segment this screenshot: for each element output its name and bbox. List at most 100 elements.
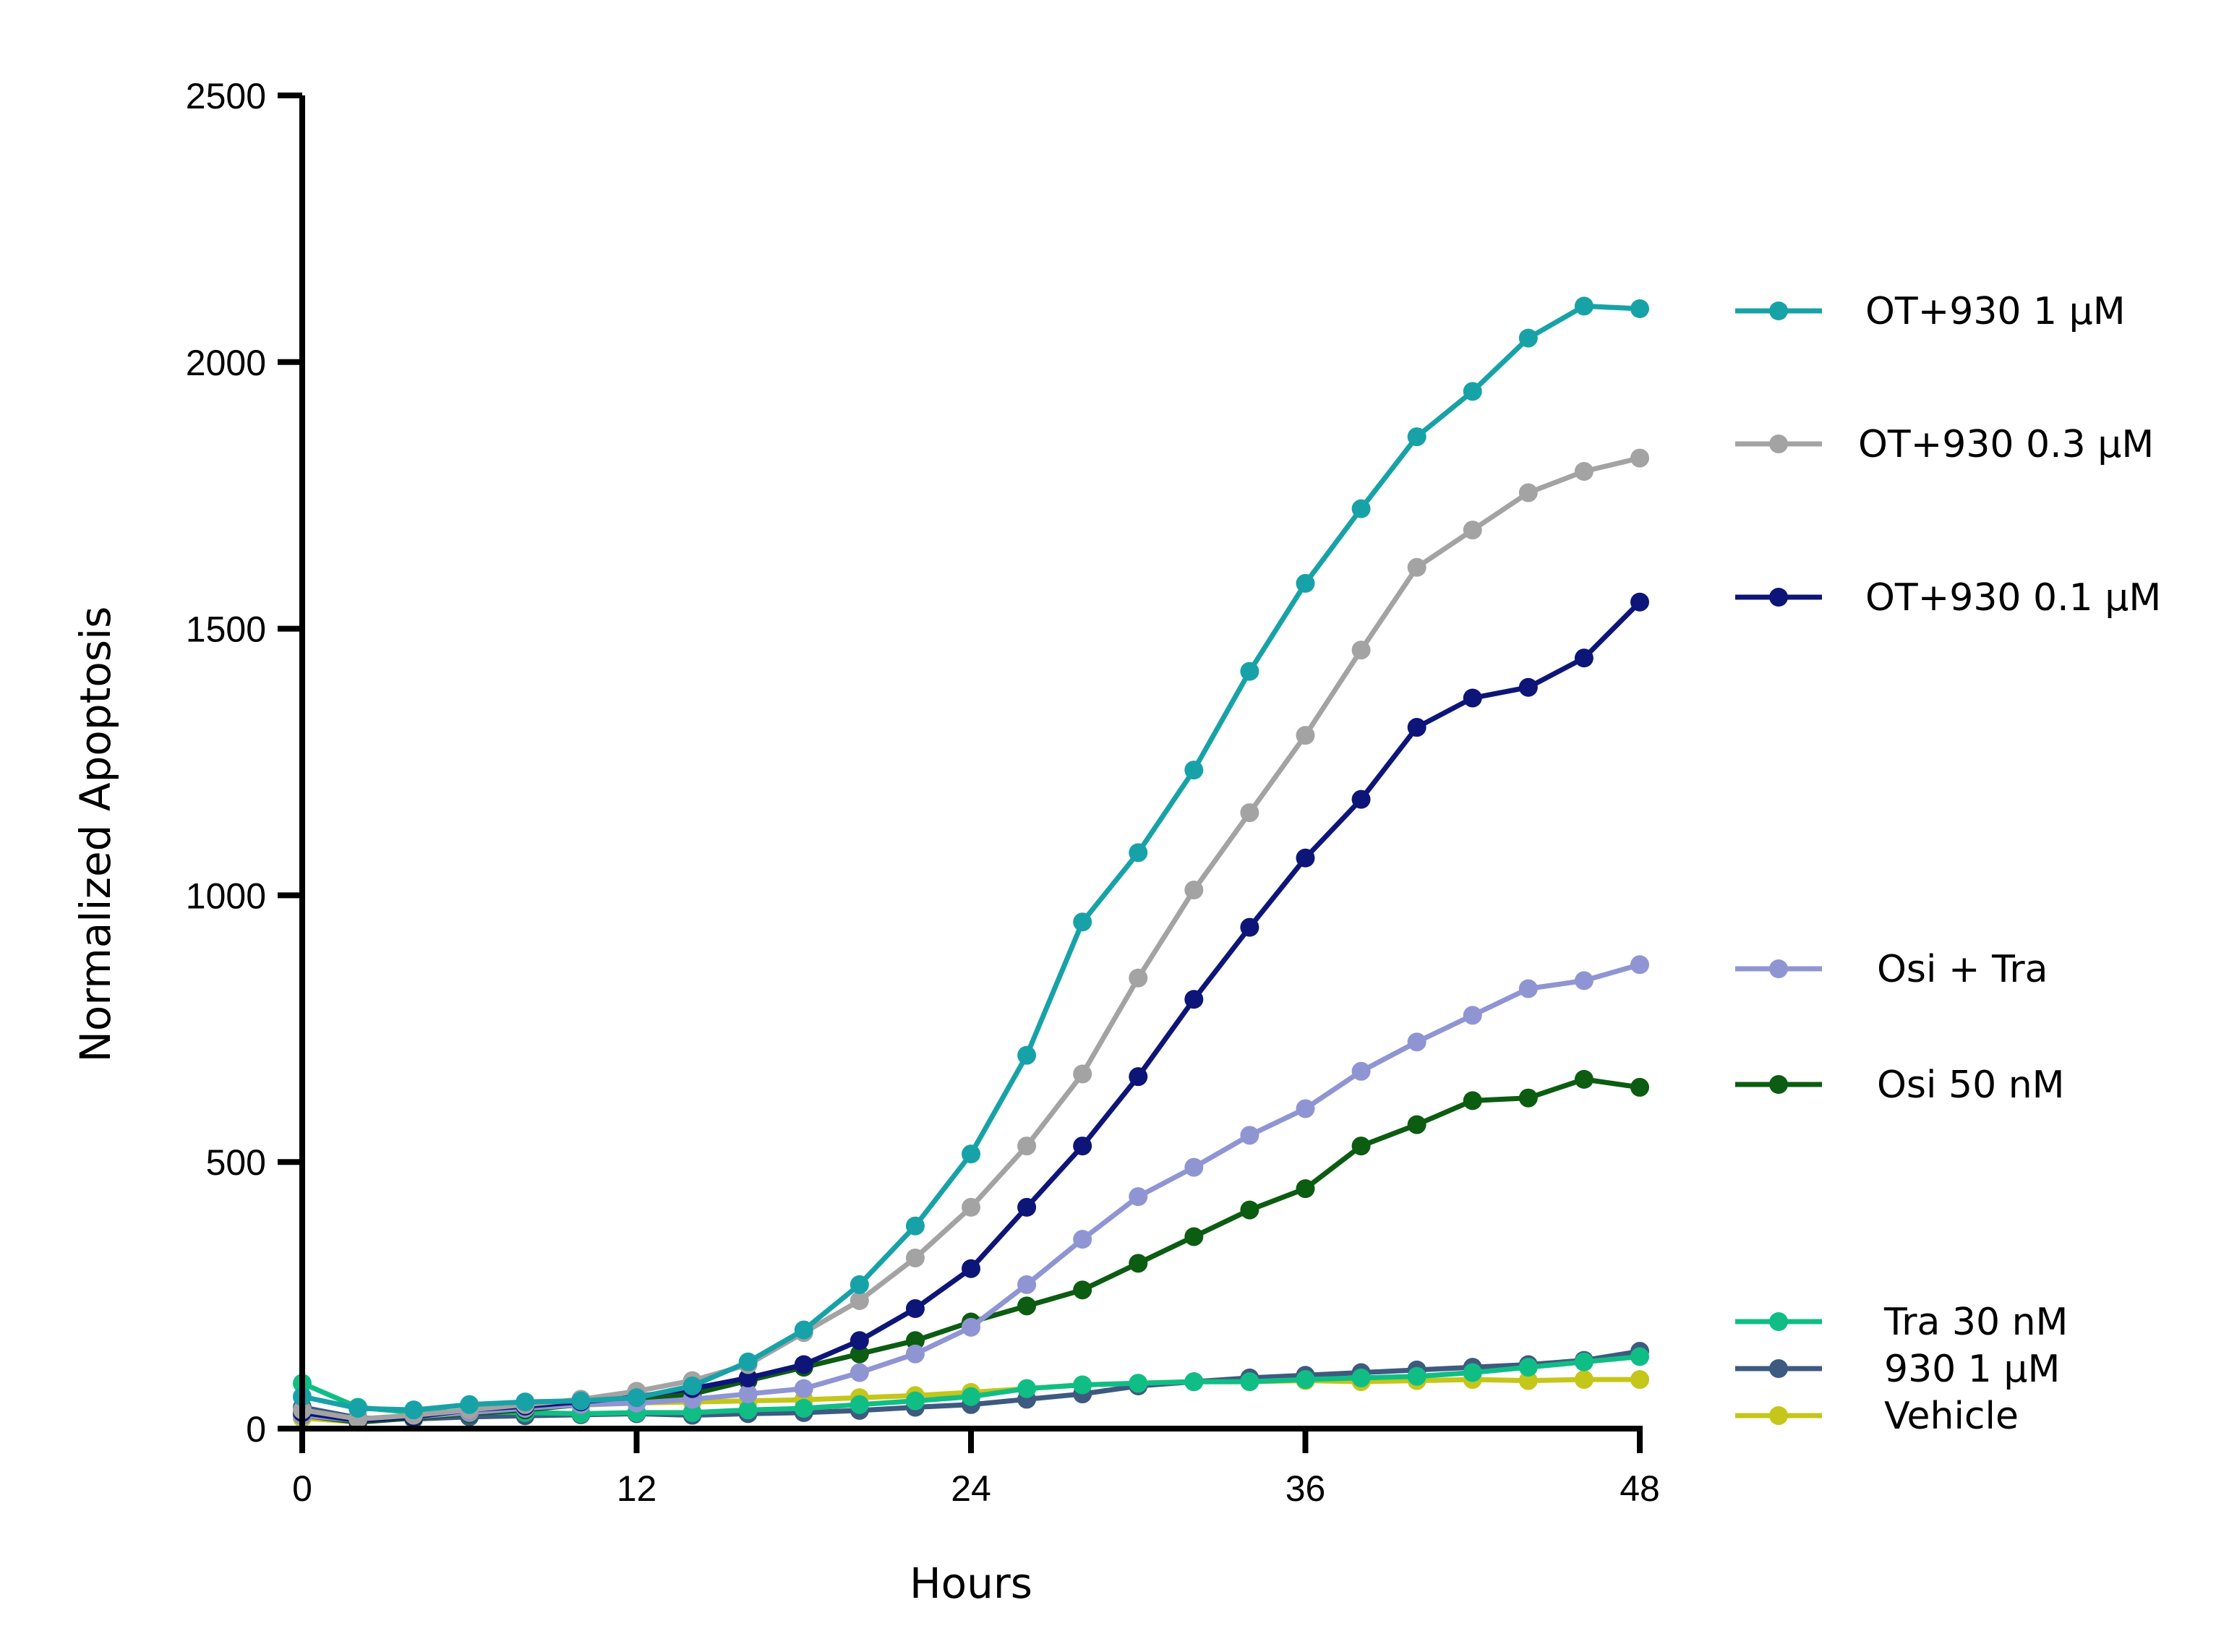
data-point xyxy=(1463,382,1482,401)
data-point xyxy=(1407,1366,1426,1386)
data-point xyxy=(1073,1137,1092,1156)
legend-item: OT+930 0.1 µM xyxy=(1735,576,2161,620)
data-point xyxy=(1129,1374,1148,1393)
data-point xyxy=(1073,1375,1092,1395)
data-point xyxy=(1630,1347,1649,1366)
data-point xyxy=(850,1363,869,1382)
x-tick-label: 36 xyxy=(1285,1468,1326,1509)
data-point xyxy=(1240,662,1259,681)
data-point xyxy=(1463,1091,1482,1110)
data-point xyxy=(1296,848,1315,868)
series-line xyxy=(301,303,1640,1413)
data-point xyxy=(794,1320,813,1340)
legend-swatch-marker xyxy=(1769,1312,1788,1331)
legend-item: Vehicle xyxy=(1735,1395,2019,1438)
data-point xyxy=(1240,1126,1259,1145)
x-tick-label: 24 xyxy=(951,1468,991,1509)
data-point xyxy=(1073,1280,1092,1300)
data-point xyxy=(1518,979,1538,998)
legend-swatch-marker xyxy=(1769,435,1788,453)
data-point xyxy=(1407,1032,1426,1052)
legend-swatch-marker xyxy=(1769,1359,1788,1378)
y-tick-label: 1000 xyxy=(186,876,266,916)
y-axis-title: Normalized Apoptosis xyxy=(71,607,120,1063)
data-point xyxy=(850,1395,869,1414)
series-line xyxy=(301,600,1642,1424)
data-point xyxy=(1463,688,1482,708)
data-point xyxy=(1184,881,1204,900)
data-point xyxy=(1574,971,1593,990)
legend: OT+930 1 µM OT+930 0.3 µM OT+930 0.1 µM Osi… xyxy=(1735,290,2161,1438)
data-point xyxy=(1017,1275,1037,1294)
data-point xyxy=(1518,1371,1538,1390)
legend-swatch-marker xyxy=(1769,959,1788,978)
legend-label: OT+930 1 µM xyxy=(1865,290,2126,333)
data-point xyxy=(962,1144,980,1164)
x-tick-label: 12 xyxy=(617,1468,657,1509)
data-point xyxy=(1518,677,1538,697)
data-point xyxy=(1518,1088,1538,1108)
series-ot-930-0-3-m xyxy=(293,448,1649,1429)
legend-label: 930 1 µM xyxy=(1884,1348,2060,1391)
legend-label: OT+930 0.3 µM xyxy=(1858,423,2154,466)
series-osi-50-nm xyxy=(293,1069,1649,1432)
data-point xyxy=(1407,1115,1426,1134)
legend-swatch-marker xyxy=(1769,1406,1788,1425)
data-point xyxy=(794,1398,813,1418)
data-point xyxy=(1129,1067,1148,1087)
data-point xyxy=(850,1344,869,1364)
data-point xyxy=(738,1368,758,1387)
data-point xyxy=(794,1355,813,1374)
data-point xyxy=(962,1259,980,1278)
series-layer xyxy=(293,296,1649,1432)
x-axis-title: Hours xyxy=(910,1559,1032,1608)
data-point xyxy=(1574,296,1593,316)
data-point xyxy=(1184,761,1204,780)
y-tick-label: 1500 xyxy=(186,609,266,650)
data-point xyxy=(1296,1099,1315,1118)
data-point xyxy=(1574,1370,1593,1390)
data-point xyxy=(1296,726,1315,745)
data-point xyxy=(1630,955,1649,975)
data-point xyxy=(1630,1370,1649,1390)
data-point xyxy=(1407,427,1426,447)
data-point xyxy=(1240,917,1259,937)
x-tick-label: 0 xyxy=(292,1468,312,1509)
data-point xyxy=(1574,1352,1593,1371)
data-point xyxy=(1017,1379,1037,1398)
data-point xyxy=(1073,912,1092,932)
data-point xyxy=(1184,1227,1204,1246)
series-line xyxy=(301,962,1640,1424)
data-point xyxy=(905,1391,925,1411)
data-point xyxy=(1351,499,1371,518)
data-point xyxy=(905,1248,925,1267)
data-point xyxy=(460,1395,479,1414)
series-osi-tra xyxy=(293,955,1649,1430)
data-point xyxy=(1129,843,1148,863)
data-point xyxy=(1407,718,1426,737)
data-point xyxy=(1184,1157,1204,1177)
x-tick-label: 48 xyxy=(1620,1468,1660,1509)
legend-label: Osi 50 nM xyxy=(1877,1063,2065,1107)
legend-item: OT+930 1 µM xyxy=(1735,290,2126,333)
data-point xyxy=(850,1291,869,1310)
data-point xyxy=(962,1197,980,1217)
data-point xyxy=(1574,1069,1593,1089)
data-point xyxy=(1129,1254,1148,1273)
data-point xyxy=(1351,1061,1371,1081)
legend-label: OT+930 0.1 µM xyxy=(1865,576,2161,620)
data-point xyxy=(738,1352,758,1371)
data-point xyxy=(1017,1137,1037,1156)
data-point xyxy=(850,1331,869,1351)
legend-swatch-marker xyxy=(1769,1075,1788,1094)
data-point xyxy=(1630,299,1649,319)
data-point xyxy=(1463,1006,1482,1025)
data-point xyxy=(962,1387,980,1406)
data-point xyxy=(404,1400,424,1420)
axes: 0 500 1000 1500 2000 2500 0 12 24 36 48 xyxy=(186,76,1660,1509)
data-point xyxy=(516,1392,535,1412)
legend-label: Osi + Tra xyxy=(1877,948,2048,991)
legend-swatch-marker xyxy=(1769,588,1788,607)
legend-item: Osi 50 nM xyxy=(1735,1063,2065,1107)
y-tick-label: 2000 xyxy=(186,343,266,383)
